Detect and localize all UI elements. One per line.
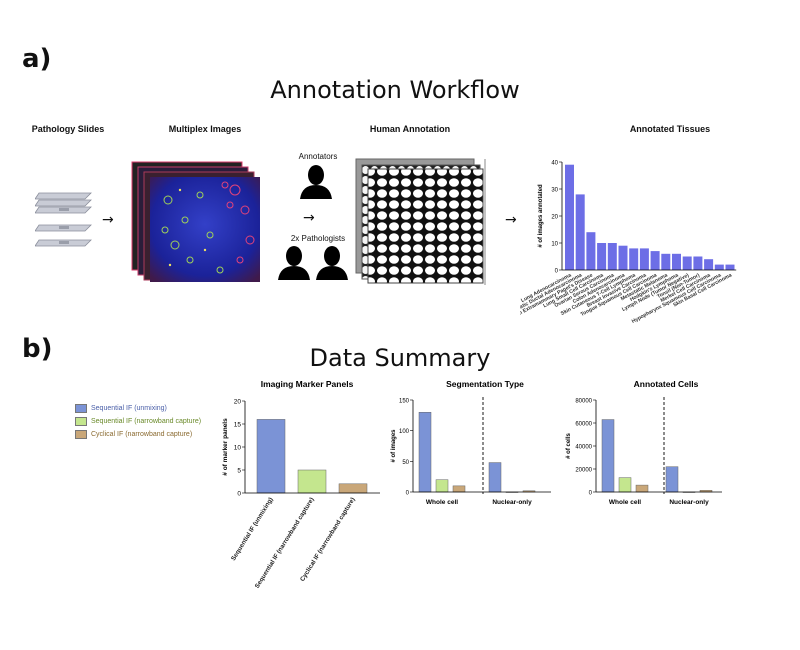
y-tick-label: 0 bbox=[589, 491, 593, 497]
y-tick-label: 50 bbox=[402, 460, 409, 466]
y-tick-label: 40 bbox=[551, 161, 558, 167]
legend-swatch bbox=[75, 430, 87, 439]
legend-item: Sequential IF (unmixing) bbox=[75, 404, 201, 413]
y-tick-label: 15 bbox=[234, 422, 242, 429]
y-axis-label: # of cells bbox=[566, 433, 572, 459]
bar bbox=[704, 259, 714, 270]
bar bbox=[629, 248, 639, 270]
y-tick-label: 0 bbox=[406, 491, 410, 497]
multiplex-image-stack bbox=[131, 161, 260, 282]
legend: Sequential IF (unmixing) Sequential IF (… bbox=[75, 404, 201, 443]
bar bbox=[418, 412, 432, 493]
annotators-label: Annotators bbox=[298, 152, 338, 161]
pathology-slides-illustration bbox=[35, 192, 92, 247]
chart-title: Annotated Cells bbox=[634, 379, 699, 389]
bar bbox=[693, 256, 703, 270]
y-axis-label: # of images annotated bbox=[538, 184, 544, 248]
legend-swatch bbox=[75, 404, 87, 413]
y-tick-label: 0 bbox=[555, 269, 559, 275]
chart-title: Segmentation Type bbox=[446, 379, 524, 389]
slide-stack-top bbox=[35, 192, 92, 214]
legend-item: Cyclical IF (narrowband capture) bbox=[75, 430, 201, 439]
arrow-icon: → bbox=[102, 212, 114, 228]
y-tick-label: 10 bbox=[551, 242, 558, 248]
x-tick-label: Sequential IF (unmixing) bbox=[230, 496, 275, 562]
bar bbox=[672, 253, 681, 270]
legend-label: Sequential IF (unmixing) bbox=[91, 405, 167, 412]
bar bbox=[607, 243, 617, 270]
bar bbox=[488, 462, 502, 493]
bar bbox=[597, 243, 607, 270]
slide-stack-bottom bbox=[35, 224, 92, 247]
y-tick-label: 60000 bbox=[575, 422, 592, 428]
x-group-label: Whole cell bbox=[609, 499, 641, 506]
workflow-title: Annotation Workflow bbox=[270, 76, 520, 104]
bar bbox=[338, 483, 368, 494]
bar bbox=[452, 485, 466, 493]
x-group-label: Nuclear-only bbox=[492, 499, 532, 506]
legend-swatch bbox=[75, 417, 87, 426]
legend-label: Cyclical IF (narrowband capture) bbox=[91, 431, 193, 438]
annotated-tissues-heading: Annotated Tissues bbox=[629, 124, 711, 134]
bar bbox=[575, 194, 585, 270]
legend-item: Sequential IF (narrowband capture) bbox=[75, 417, 201, 426]
legend-label: Sequential IF (narrowband capture) bbox=[91, 418, 202, 425]
arrow-icon: → bbox=[505, 212, 517, 228]
annotated-cells-chart: 0 20000 40000 60000 80000 Annotated Cells # of… bbox=[566, 379, 722, 506]
pathologist-person-icon bbox=[316, 246, 348, 280]
bar bbox=[618, 477, 632, 493]
y-tick-label: 10 bbox=[234, 445, 242, 452]
bar bbox=[639, 248, 649, 270]
x-group-label: Whole cell bbox=[426, 499, 458, 506]
bar bbox=[682, 256, 692, 270]
bar bbox=[297, 469, 327, 494]
panel-a-letter: a) bbox=[22, 44, 52, 74]
bar bbox=[650, 251, 660, 270]
bar bbox=[601, 419, 615, 493]
bar bbox=[435, 479, 449, 493]
bar bbox=[725, 264, 735, 270]
data-summary-title: Data Summary bbox=[309, 344, 491, 372]
bar bbox=[618, 245, 628, 270]
annotator-person-icon bbox=[300, 165, 332, 199]
multiplex-images-heading: Multiplex Images bbox=[168, 124, 242, 134]
marker-panels-chart: 0 5 10 15 20 Imaging Marker Panels # of marker… bbox=[222, 379, 380, 590]
bar bbox=[256, 419, 286, 494]
y-tick-label: 5 bbox=[237, 468, 241, 475]
y-tick-label: 150 bbox=[399, 399, 410, 405]
y-tick-label: 100 bbox=[399, 429, 410, 435]
segmentation-type-chart: 0 50 100 150 Segmentation Type # of images Who… bbox=[391, 379, 551, 506]
y-tick-label: 20 bbox=[234, 399, 242, 406]
y-tick-label: 20000 bbox=[575, 468, 592, 474]
human-annotation-heading: Human Annotation bbox=[369, 124, 451, 134]
bar bbox=[714, 264, 724, 270]
bar bbox=[661, 253, 671, 270]
y-axis-label: # of images bbox=[391, 429, 397, 463]
y-tick-label: 30 bbox=[551, 188, 558, 194]
pathologist-person-icon bbox=[278, 246, 310, 280]
pathology-slides-heading: Pathology Slides bbox=[31, 124, 105, 134]
pathologists-label: 2x Pathologists bbox=[290, 234, 346, 243]
y-tick-label: 0 bbox=[237, 491, 241, 498]
panel-b-letter: b) bbox=[22, 334, 53, 364]
y-tick-label: 20 bbox=[551, 215, 558, 221]
arrow-icon: → bbox=[303, 210, 315, 226]
y-tick-label: 40000 bbox=[575, 445, 592, 451]
bar bbox=[665, 466, 679, 493]
bar bbox=[586, 232, 596, 270]
bar bbox=[565, 164, 574, 270]
chart-title: Imaging Marker Panels bbox=[261, 379, 354, 389]
y-axis-label: # of marker panels bbox=[222, 418, 229, 476]
x-group-label: Nuclear-only bbox=[669, 499, 709, 506]
segmentation-mask-stack bbox=[355, 158, 486, 285]
bar bbox=[635, 484, 649, 493]
y-tick-label: 80000 bbox=[575, 399, 592, 405]
